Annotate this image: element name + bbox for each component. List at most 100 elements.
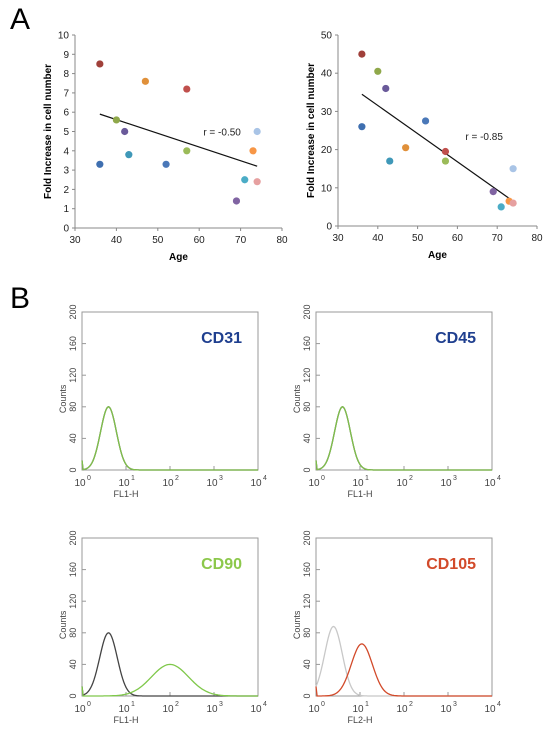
- histogram-4-y-axis-label: Counts: [292, 610, 302, 639]
- histogram-3-x-tick-exponent: 3: [219, 701, 223, 708]
- scatter-1-point: [121, 127, 129, 136]
- histogram-2-x-axis-label: FL1-H: [347, 489, 372, 499]
- scatter-2-point: [441, 157, 450, 165]
- scatter-1-point: [249, 147, 257, 155]
- scatter-1-y-tick-label: 2: [63, 185, 69, 196]
- histogram-1-x-tick-base: 10: [162, 478, 174, 489]
- scatter-2-point: [441, 147, 450, 156]
- histogram-4-x-tick-base: 10: [440, 704, 452, 715]
- scatter-2-point: [386, 157, 394, 165]
- scatter-2-y-axis-label: Fold Increase in cell number: [306, 63, 317, 198]
- panel-label-a: A: [10, 3, 31, 36]
- scatter-2-point: [382, 84, 390, 93]
- histogram-1-x-tick-base: 10: [118, 478, 130, 489]
- histogram-4-y-tick-label: 40: [302, 659, 312, 669]
- histogram-2-y-axis-label: Counts: [292, 384, 302, 413]
- histogram-3-x-tick-exponent: 0: [87, 701, 91, 708]
- histogram-1-y-tick-label: 160: [68, 336, 78, 351]
- scatter-1-correlation-annotation: r = -0.50: [203, 127, 241, 138]
- histogram-1-series-1: [81, 406, 258, 471]
- histogram-1-title: CD31: [201, 330, 242, 347]
- histogram-3-y-axis-label: Counts: [58, 610, 68, 639]
- scatter-1-y-tick-label: 3: [63, 166, 69, 177]
- histogram-1-x-tick-base: 10: [206, 478, 218, 489]
- histogram-1-x-tick-base: 10: [74, 478, 86, 489]
- histogram-3-y-tick-label: 200: [68, 530, 78, 545]
- histogram-4-x-axis-label: FL2-H: [347, 715, 372, 725]
- histogram-2-x-tick-exponent: 1: [365, 475, 369, 482]
- scatter-2-point: [421, 117, 430, 125]
- histogram-2-x-tick-base: 10: [352, 478, 364, 489]
- histogram-2-y-tick-label: 0: [302, 467, 312, 472]
- histogram-4-x-tick-exponent: 1: [365, 701, 369, 708]
- histogram-3-x-tick-exponent: 1: [131, 701, 135, 708]
- histogram-4-y-tick-label: 80: [302, 628, 312, 638]
- histogram-1-x-axis-label: FL1-H: [113, 489, 138, 499]
- scatter-1-x-tick-label: 80: [276, 235, 288, 246]
- scatter-2-point: [358, 123, 366, 131]
- scatter-2-y-tick-label: 0: [326, 222, 332, 233]
- histogram-3-x-tick-base: 10: [206, 704, 218, 715]
- histogram-3-x-tick-base: 10: [74, 704, 86, 715]
- scatter-2-x-tick-label: 30: [332, 233, 344, 244]
- histogram-3-series-2: [81, 663, 258, 697]
- scatter-2-y-tick-label: 10: [321, 183, 333, 194]
- scatter-2-x-axis-label: Age: [428, 250, 447, 261]
- scatter-1-y-tick-label: 8: [63, 69, 69, 80]
- scatter-2-y-tick-label: 40: [321, 69, 333, 80]
- scatter-1-x-tick-label: 50: [152, 235, 164, 246]
- scatter-1-point: [125, 151, 133, 159]
- histogram-3-y-tick-label: 40: [68, 659, 78, 669]
- histogram-3-x-tick-exponent: 2: [175, 701, 179, 708]
- scatter-2-y-tick-label: 50: [321, 31, 333, 42]
- histogram-3-y-tick-label: 120: [68, 594, 78, 609]
- histogram-3-x-tick-base: 10: [162, 704, 174, 715]
- histogram-2-x-tick-base: 10: [484, 478, 496, 489]
- histogram-4-y-tick-label: 120: [302, 594, 312, 609]
- histogram-1-x-tick-exponent: 2: [175, 475, 179, 482]
- histogram-3-y-tick-label: 0: [68, 693, 78, 698]
- scatter-1-x-tick-label: 60: [194, 235, 206, 246]
- scatter-1-y-tick-label: 10: [58, 31, 70, 42]
- histogram-1-y-tick-label: 0: [68, 467, 78, 472]
- scatter-2-point: [402, 144, 410, 152]
- scatter-2-x-tick-label: 70: [492, 233, 504, 244]
- histogram-4-series-2: [315, 643, 492, 697]
- histogram-1-y-tick-label: 120: [68, 368, 78, 383]
- scatter-1-point: [96, 60, 104, 68]
- scatter-2-point: [509, 165, 517, 173]
- histogram-2-x-tick-exponent: 3: [453, 475, 457, 482]
- scatter-1-point: [232, 197, 241, 205]
- histogram-4-y-tick-label: 160: [302, 562, 312, 577]
- histogram-2-y-tick-label: 40: [302, 433, 312, 443]
- histogram-3-y-tick-label: 80: [68, 628, 78, 638]
- scatter-1-x-axis-label: Age: [169, 252, 188, 263]
- histogram-4-x-tick-base: 10: [352, 704, 364, 715]
- panel-label-b: B: [10, 282, 31, 315]
- scatter-1-point: [162, 160, 170, 168]
- scatter-2-x-tick-label: 40: [372, 233, 384, 244]
- histogram-4-x-tick-exponent: 4: [497, 701, 501, 708]
- scatter-1-x-tick-label: 70: [235, 235, 247, 246]
- scatter-2-x-tick-label: 60: [452, 233, 464, 244]
- scatter-1-point: [183, 85, 191, 93]
- scatter-1-y-axis-label: Fold Increase in cell number: [43, 64, 54, 199]
- histogram-3-x-axis-label: FL1-H: [113, 715, 138, 725]
- histogram-3-x-tick-exponent: 4: [263, 701, 267, 708]
- histogram-2-x-tick-exponent: 0: [321, 475, 325, 482]
- histogram-1-y-tick-label: 80: [68, 402, 78, 412]
- scatter-1-point: [96, 160, 104, 168]
- histogram-1-x-tick-exponent: 4: [263, 475, 267, 482]
- scatter-2-x-tick-label: 50: [412, 233, 424, 244]
- scatter-2-point: [509, 199, 517, 207]
- scatter-1-trendline: [99, 113, 258, 167]
- histogram-1-x-tick-exponent: 1: [131, 475, 135, 482]
- histogram-2-x-tick-base: 10: [396, 478, 408, 489]
- scatter-1-point: [253, 178, 261, 186]
- scatter-1-y-tick-label: 9: [63, 50, 69, 61]
- histogram-2-x-tick-exponent: 2: [409, 475, 413, 482]
- histogram-1-y-tick-label: 200: [68, 304, 78, 319]
- histogram-2-x-tick-exponent: 4: [497, 475, 501, 482]
- scatter-1-y-tick-label: 0: [63, 224, 69, 235]
- histogram-4-title: CD105: [426, 556, 476, 573]
